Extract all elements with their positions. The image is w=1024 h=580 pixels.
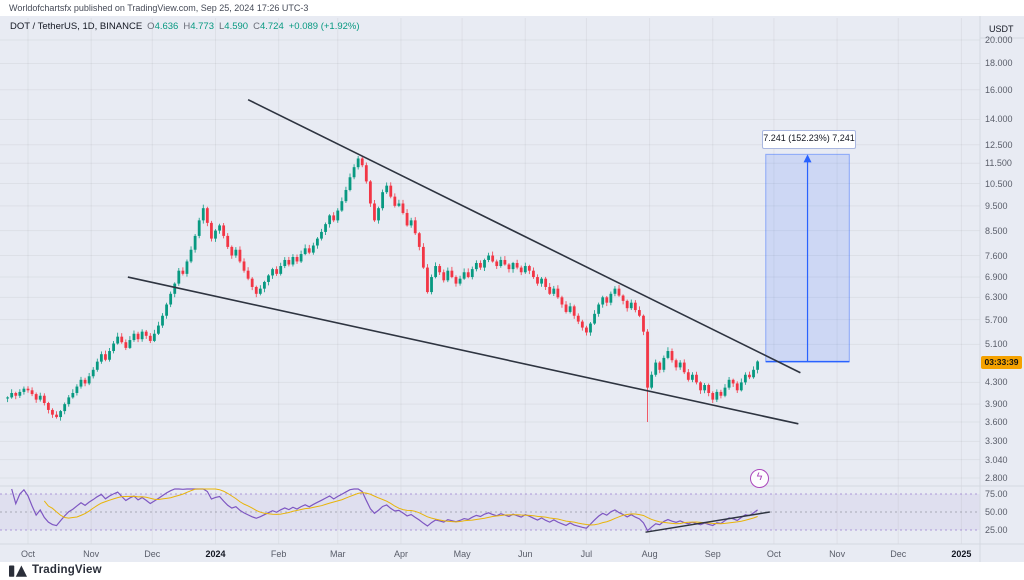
publish-caption: Worldofchartsfx published on TradingView… [9, 3, 309, 13]
price-tick-label: 3.040 [985, 454, 1008, 465]
price-tick-label: 3.900 [985, 399, 1008, 410]
trendline [247, 98, 801, 374]
price-tick-label: 14.000 [985, 114, 1013, 125]
ohlc-value: 4.590 [224, 21, 249, 32]
price-tick-label: 4.300 [985, 377, 1008, 388]
price-tick-label: 5.700 [985, 314, 1008, 325]
ohlc-value: 4.724 [259, 21, 284, 32]
time-tick-label: Oct [20, 549, 35, 559]
rsi-tick-label: 50.00 [985, 507, 1008, 517]
price-tick-label: 7.600 [985, 250, 1008, 261]
time-tick-label: Jun [518, 549, 533, 559]
time-tick-label: Nov [829, 549, 846, 559]
price-tick-label: 6.900 [985, 272, 1008, 283]
ohlc-label: L [219, 21, 225, 32]
ohlc-value: 4.773 [190, 21, 214, 32]
ohlc-values: O4.636 H4.773 L4.590 C4.724 [142, 21, 284, 32]
ohlc-label: H [183, 21, 191, 32]
time-tick-label: Jul [580, 549, 593, 559]
price-tick-label: 2.800 [985, 472, 1008, 483]
price-range-label[interactable]: 7.241 (152.23%) 7,241 [762, 130, 856, 149]
price-tick-label: 10.500 [985, 178, 1013, 189]
price-tick-label: 5.100 [985, 339, 1008, 350]
rsi-tick-label: 25.00 [985, 525, 1008, 535]
time-tick-label: Dec [890, 549, 907, 559]
rsi-tick-label: 75.00 [985, 489, 1008, 499]
time-tick-label: Feb [270, 549, 287, 559]
rsi-trendline [645, 511, 770, 533]
time-tick-label: Sep [704, 549, 721, 559]
trendline [127, 276, 799, 425]
price-tick-label: 18.000 [985, 58, 1013, 69]
time-tick-label: Mar [330, 549, 346, 559]
price-tick-label: 8.500 [985, 225, 1008, 236]
time-tick-label: May [453, 549, 471, 559]
flash-button[interactable]: ϟ [750, 469, 769, 488]
rsi-ma-line [43, 488, 758, 526]
symbol-title[interactable]: DOT / TetherUS, 1D, BINANCE [10, 21, 143, 32]
chart-background [0, 16, 1024, 562]
time-tick-label: Aug [641, 549, 658, 559]
price-tick-label: 3.600 [985, 416, 1008, 427]
bar-countdown-badge: 03:33:39 [981, 356, 1022, 369]
price-tick-label: 12.500 [985, 139, 1013, 150]
time-tick-label: 2025 [951, 549, 972, 559]
price-tick-label: 16.000 [985, 84, 1013, 95]
symbol-legend[interactable]: DOT / TetherUS, 1D, BINANCE O4.636 H4.773 L… [10, 21, 360, 32]
tradingview-logo-icon [9, 565, 27, 577]
time-tick-label: Dec [144, 549, 161, 559]
ohlc-label: C [253, 21, 260, 32]
time-tick-label: Oct [766, 549, 781, 559]
rsi-line [11, 488, 758, 532]
ohlc-value: 4.636 [154, 21, 179, 32]
tradingview-logo[interactable]: TradingView [9, 561, 102, 579]
price-tick-label: 11.500 [985, 158, 1012, 169]
currency-label: USDT [989, 24, 1014, 34]
price-tick-label: 3.300 [985, 436, 1008, 447]
time-tick-label: 2024 [205, 549, 226, 559]
price-tick-label: 9.500 [985, 200, 1008, 211]
time-tick-label: Nov [83, 549, 100, 559]
tradingview-logo-text: TradingView [32, 564, 102, 576]
price-tick-label: 6.300 [985, 292, 1008, 303]
time-tick-label: Apr [393, 549, 408, 559]
change-value: +0.089 (+1.92%) [288, 21, 360, 32]
price-tick-label: 20.000 [985, 35, 1013, 45]
lightning-icon: ϟ [756, 471, 763, 483]
ohlc-label: O [147, 21, 155, 32]
